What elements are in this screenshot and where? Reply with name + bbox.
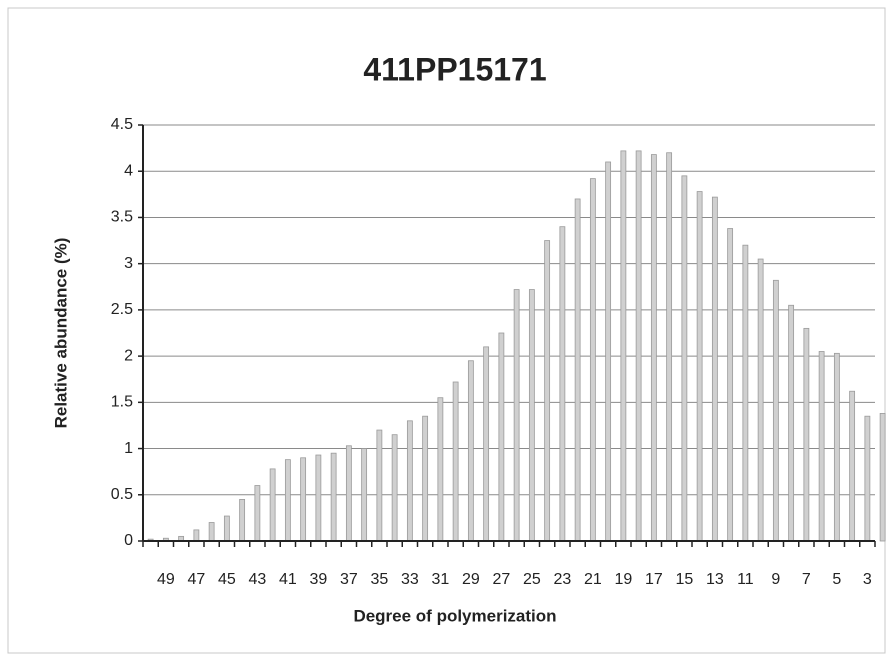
bar (361, 448, 368, 542)
bar (559, 226, 566, 542)
x-tick-label: 43 (248, 571, 266, 588)
y-tick-label: 2 (124, 347, 133, 364)
bar (544, 240, 551, 542)
y-tick-label: 0 (124, 532, 133, 549)
y-tick-label: 0.5 (111, 486, 133, 503)
bar (239, 498, 246, 542)
x-tick-label: 3 (863, 571, 872, 588)
bar (711, 196, 718, 542)
bar (772, 279, 779, 542)
x-tick-label: 27 (492, 571, 510, 588)
x-tick-label: 47 (187, 571, 205, 588)
bar (391, 434, 398, 542)
bar (483, 346, 490, 542)
bar (452, 381, 459, 542)
bar (833, 352, 840, 542)
x-tick-label: 17 (645, 571, 663, 588)
bar (574, 198, 581, 542)
bar (742, 244, 749, 542)
bar (284, 459, 291, 542)
y-tick-label: 3 (124, 255, 133, 272)
bar (803, 327, 810, 542)
bar (376, 429, 383, 542)
y-tick-label: 3.5 (111, 209, 133, 226)
y-tick-label: 1.5 (111, 394, 133, 411)
bar (513, 289, 520, 542)
y-tick-label: 4 (124, 162, 133, 179)
x-tick-label: 5 (832, 571, 841, 588)
bar (864, 415, 871, 542)
x-tick-label: 11 (737, 571, 754, 588)
bar (300, 457, 307, 542)
y-tick-label: 1 (124, 440, 133, 457)
bar (757, 258, 764, 542)
x-tick-label: 49 (157, 571, 175, 588)
bar (635, 150, 642, 542)
bar (681, 175, 688, 542)
bar (193, 529, 200, 542)
x-tick-label: 21 (584, 571, 602, 588)
x-tick-label: 25 (523, 571, 541, 588)
bar (223, 515, 230, 542)
bar (727, 228, 734, 542)
bar (422, 415, 429, 542)
y-axis-label: Relative abundance (%) (51, 238, 70, 429)
bar (437, 397, 444, 542)
x-tick-label: 7 (802, 571, 811, 588)
y-tick-label: 2.5 (111, 301, 133, 318)
x-tick-label: 31 (431, 571, 449, 588)
x-tick-label: 15 (675, 571, 693, 588)
x-tick-label: 19 (614, 571, 632, 588)
x-tick-label: 41 (279, 571, 297, 588)
bar (315, 454, 322, 542)
x-tick-label: 33 (401, 571, 419, 588)
y-tick-label: 4.5 (111, 116, 133, 133)
bar (849, 390, 856, 542)
x-tick-label: 45 (218, 571, 236, 588)
bar (345, 445, 352, 542)
x-tick-label: 37 (340, 571, 358, 588)
x-tick-label: 13 (706, 571, 724, 588)
x-tick-label: 29 (462, 571, 480, 588)
bar (650, 154, 657, 542)
bar (208, 522, 215, 542)
chart-title: 411PP15171 (363, 51, 546, 87)
bar (696, 191, 703, 542)
x-tick-label: 9 (771, 571, 780, 588)
x-tick-label: 39 (309, 571, 327, 588)
bar (666, 152, 673, 542)
bar (406, 420, 413, 542)
bar (589, 178, 596, 542)
x-axis-label: Degree of polymerization (353, 606, 556, 625)
bar (528, 289, 535, 542)
chart-frame (7, 7, 886, 654)
bar (467, 360, 474, 542)
bar (879, 413, 886, 542)
x-tick-label: 23 (553, 571, 571, 588)
bar (788, 304, 795, 542)
bar (620, 150, 627, 542)
bar (254, 485, 261, 542)
bar (498, 332, 505, 542)
bar (818, 351, 825, 542)
bar (605, 161, 612, 542)
x-tick-label: 35 (370, 571, 388, 588)
bar (269, 468, 276, 542)
bar (330, 452, 337, 542)
